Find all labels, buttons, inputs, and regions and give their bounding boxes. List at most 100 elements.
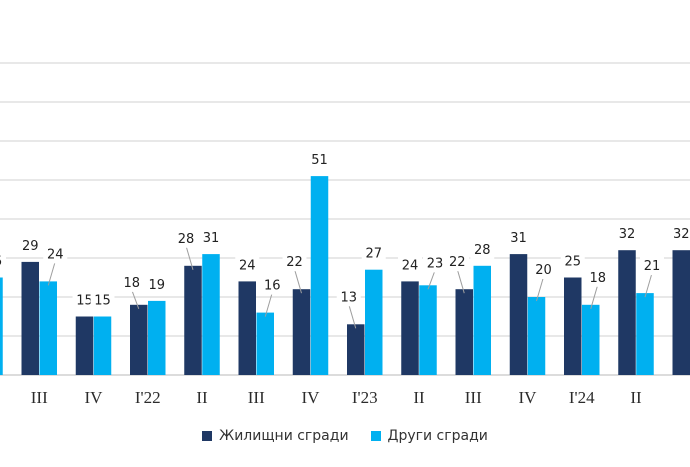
gridlines: [0, 62, 690, 376]
bar-other: [93, 316, 112, 375]
data-label-residential: 18: [123, 276, 140, 291]
leader-line: [348, 304, 357, 329]
data-label-background: [90, 289, 115, 310]
leader-line: [47, 261, 56, 286]
data-label-other: 23: [427, 256, 444, 271]
data-label-residential: 24: [402, 258, 419, 273]
x-tick-label: IV: [85, 388, 104, 407]
data-label-background: [282, 251, 307, 272]
bar-other: [256, 312, 274, 375]
data-label-residential: 32: [673, 227, 690, 242]
legend-item-residential: Жилищни сгради: [202, 428, 349, 444]
x-tick-label: I'23: [352, 388, 378, 407]
data-label-background: [423, 252, 447, 273]
x-tick-label: III: [31, 388, 48, 407]
bar-residential: [618, 250, 636, 375]
data-label-background: [640, 255, 664, 276]
data-label-other: 25: [0, 255, 2, 270]
x-tick-label: II: [413, 388, 425, 407]
bar-residential: [347, 324, 365, 375]
data-label-background: [506, 227, 531, 248]
data-label-residential: 22: [286, 255, 303, 270]
x-tick-label: I'24: [569, 388, 595, 407]
bar-residential: [238, 281, 256, 375]
data-label-residential: 15: [76, 294, 93, 309]
data-label-other: 27: [365, 247, 382, 262]
x-tick-label: III: [465, 388, 482, 407]
data-label-other: 15: [94, 294, 111, 309]
x-tick-label: IV: [519, 388, 538, 407]
legend-swatch-residential: [202, 431, 213, 441]
leader-line: [590, 284, 599, 309]
data-label-residential: 24: [239, 258, 256, 273]
data-label-background: [43, 243, 68, 264]
data-label-background: [174, 227, 198, 248]
data-label-residential: 25: [564, 255, 581, 270]
x-tick-label: II: [196, 388, 208, 407]
x-axis-tick-labels: III IV I'22 II III IV I'23 II III IV I'24 II: [31, 388, 642, 407]
leader-line: [456, 269, 465, 294]
data-label-background: [560, 250, 585, 271]
bar-residential: [455, 289, 473, 375]
x-tick-label: II: [630, 388, 642, 407]
leader-line: [427, 270, 436, 290]
data-label-background: [445, 251, 470, 272]
legend: Жилищни сгради Други сгради: [0, 428, 690, 444]
data-label-background: [585, 266, 610, 287]
legend-label-other: Други сгради: [387, 428, 488, 444]
data-label-background: [235, 254, 260, 275]
bar-residential: [184, 265, 202, 375]
bar-residential: [672, 250, 690, 375]
bar-other: [527, 297, 546, 375]
bar-other: [39, 281, 57, 375]
data-label-residential: 28: [178, 232, 195, 247]
bar-other: [202, 254, 220, 375]
legend-swatch-other: [370, 431, 381, 441]
data-label-background: [144, 273, 169, 294]
legend-label-residential: Жилищни сгради: [219, 428, 349, 444]
leader-line: [185, 245, 194, 270]
data-label-other: 31: [203, 231, 220, 246]
data-labels: 29 15 18 28 24 22 13 24 22 31 25 32 32 25 24 15 19 31 16 51…: [0, 149, 690, 310]
bar-other: [582, 304, 600, 375]
data-label-other: 19: [148, 278, 165, 293]
data-label-other: 21: [644, 259, 661, 274]
leader-line: [644, 272, 653, 298]
leader-line: [294, 269, 302, 294]
data-label-background: [398, 254, 422, 275]
data-label-other: 24: [47, 247, 64, 262]
data-label-other: 28: [474, 243, 491, 258]
data-label-background: [531, 259, 556, 279]
leader-line: [131, 289, 140, 309]
data-label-background: [18, 234, 43, 255]
bar-residential: [130, 304, 148, 375]
data-label-residential: 22: [449, 255, 466, 270]
leader-line: [536, 276, 544, 302]
bar-other: [636, 293, 654, 375]
x-tick-label: III: [248, 388, 265, 407]
bars: [0, 176, 690, 375]
bar-other: [419, 285, 437, 375]
x-tick-label: I'22: [135, 388, 161, 407]
bar-other: [473, 265, 491, 375]
data-label-background: [470, 238, 495, 259]
bar-residential: [292, 289, 311, 375]
data-label-other: 16: [264, 279, 281, 294]
x-tick-label: IV: [302, 388, 321, 407]
data-label-background: [307, 149, 332, 170]
data-label-residential: 13: [340, 290, 357, 305]
data-label-other: 51: [311, 153, 328, 168]
label-leader-lines: [47, 245, 653, 329]
bar-other: [310, 176, 329, 375]
bar-residential: [564, 277, 582, 375]
data-label-background: [260, 274, 285, 295]
data-label-background: [336, 286, 361, 307]
data-label-background: [615, 223, 639, 244]
bar-residential: [75, 316, 94, 375]
data-label-background: [0, 250, 6, 271]
data-label-residential: 29: [22, 239, 39, 254]
bar-other: [365, 269, 383, 375]
data-label-other: 18: [589, 271, 606, 286]
data-label-other: 20: [535, 263, 552, 278]
